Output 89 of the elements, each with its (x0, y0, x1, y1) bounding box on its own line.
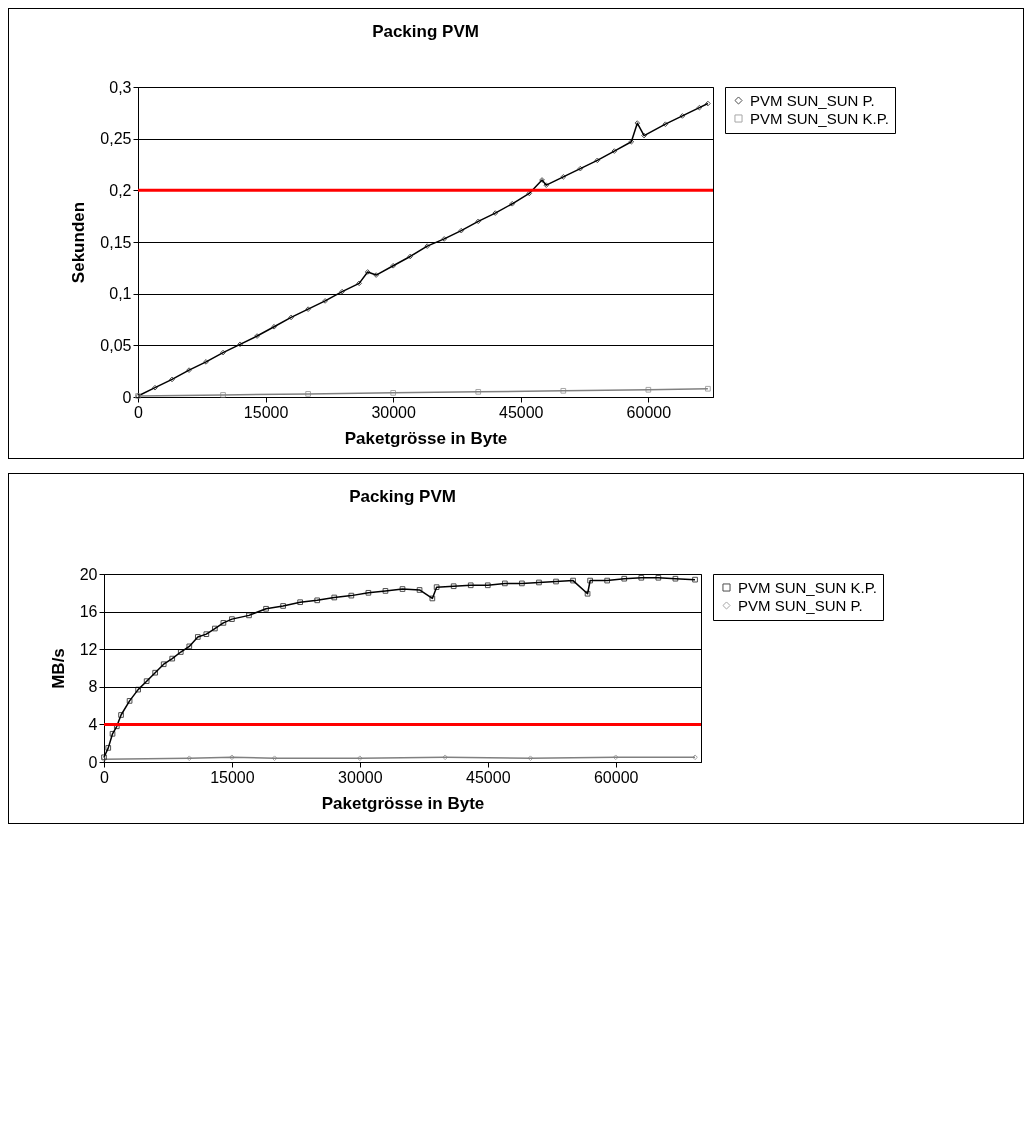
point (484, 582, 491, 589)
y-tick-label: 0 (122, 388, 132, 406)
point (280, 603, 286, 609)
chart-title: Packing PVM (372, 22, 479, 41)
point (105, 745, 112, 751)
point (450, 583, 457, 590)
point (297, 599, 303, 606)
point (160, 661, 167, 668)
point (348, 592, 355, 599)
point (390, 390, 397, 396)
y-tick-label: 0,05 (100, 336, 132, 354)
point (536, 579, 542, 586)
point (212, 625, 218, 632)
x-tick-label: 30000 (338, 768, 383, 786)
point (246, 612, 252, 619)
x-tick-label: 45000 (466, 768, 511, 786)
point (203, 631, 210, 637)
point (429, 595, 436, 602)
x-axis-title: Paketgrösse in Byte (321, 793, 485, 813)
point (655, 574, 662, 581)
point (382, 588, 389, 594)
point (314, 597, 321, 604)
point (220, 392, 226, 398)
x-tick-label: 60000 (626, 403, 672, 421)
y-tick-label: 20 (79, 565, 98, 583)
y-tick-label: 0,2 (109, 181, 132, 199)
point (305, 306, 311, 313)
point (692, 576, 698, 583)
point (305, 391, 311, 397)
point (177, 649, 184, 655)
point (109, 730, 116, 737)
legend-label: PVM SUN_SUN P. (750, 91, 875, 109)
x-tick-label: 45000 (499, 403, 544, 421)
point (645, 386, 652, 393)
point (322, 298, 328, 304)
y-tick-label: 4 (88, 715, 98, 733)
point (143, 678, 150, 685)
point (475, 388, 482, 395)
y-tick-label: 0,1 (109, 285, 132, 303)
point (433, 584, 440, 590)
x-axis-title: Paketgrösse in Byte (344, 428, 508, 448)
y-tick-label: 0 (88, 753, 98, 771)
point (331, 594, 338, 601)
point (152, 669, 159, 676)
y-tick-label: 0,15 (100, 233, 132, 251)
point (203, 359, 209, 365)
point (126, 698, 133, 704)
legend-label: PVM SUN_SUN K.P. (738, 578, 877, 596)
point (169, 655, 176, 662)
legend-label: PVM SUN_SUN K.P. (750, 109, 889, 127)
point (570, 577, 576, 584)
legend-label: PVM SUN_SUN P. (738, 596, 863, 614)
point (584, 590, 591, 597)
y-axis-title: MB/s (48, 648, 68, 689)
point (560, 387, 567, 394)
point (135, 686, 141, 693)
point (416, 587, 423, 593)
point (705, 385, 711, 392)
y-axis-title: Sekunden (69, 201, 89, 284)
x-tick-label: 30000 (371, 403, 417, 421)
point (194, 634, 201, 640)
point (220, 620, 227, 626)
y-tick-label: 16 (79, 603, 98, 621)
point (229, 616, 235, 622)
point (638, 574, 645, 581)
point (634, 120, 641, 127)
x-tick-label: 0 (134, 403, 144, 421)
point (553, 578, 559, 585)
x-tick-label: 15000 (210, 768, 255, 786)
point (118, 712, 124, 718)
point (467, 582, 474, 589)
point (263, 605, 269, 612)
point (365, 589, 372, 596)
point (519, 580, 525, 587)
chart-title: Packing PVM (349, 487, 456, 506)
line-series (135, 385, 711, 399)
point (672, 575, 679, 582)
y-tick-label: 12 (79, 640, 98, 658)
y-tick-label: 0,25 (100, 130, 132, 148)
x-tick-label: 15000 (243, 403, 289, 421)
point (502, 580, 508, 587)
point (399, 586, 406, 592)
point (621, 575, 628, 582)
point (186, 643, 193, 650)
point (604, 577, 611, 584)
point (587, 577, 593, 584)
x-tick-label: 60000 (593, 768, 639, 786)
y-tick-label: 0,3 (109, 78, 132, 96)
y-tick-label: 8 (88, 678, 98, 696)
